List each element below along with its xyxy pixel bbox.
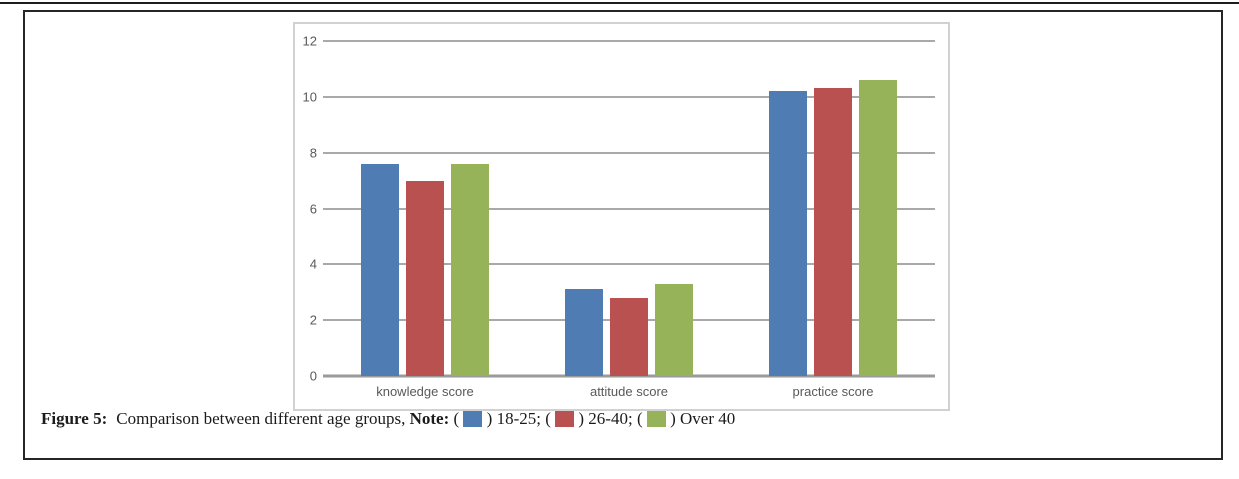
x-axis-label-practice-score: practice score [792,384,874,399]
y-tick-label-10: 10 [302,89,317,105]
bar-18-25-knowledge-score [361,163,399,376]
legend-item-over-40: ( ) Over 40 [636,409,736,428]
x-axis-line [323,374,935,378]
bar-18-25-practice-score [769,91,807,376]
legend-swatch-18-25 [463,411,483,427]
legend-item-26-40: ( ) 26-40; [545,409,637,428]
gridline-10 [323,95,935,98]
gridline-6 [323,207,935,210]
caption-description: Comparison between different age groups, [116,409,406,428]
bar-26-40-knowledge-score [406,180,444,376]
bar-over-40-practice-score [859,80,897,376]
bar-18-25-attitude-score [565,289,603,376]
legend-item-18-25: ( ) 18-25; [453,409,546,428]
legend-swatch-over-40 [646,411,666,427]
bar-over-40-attitude-score [655,283,693,376]
caption-legend: ( ) 18-25; ( ) 26-40; ( ) Over 40 [454,409,736,428]
bar-groups [323,41,935,376]
x-axis-label-knowledge-score: knowledge score [376,384,474,399]
gridline-8 [323,151,935,154]
chart-panel: 12 10 8 6 4 2 0 knowledge score attitude score p… [293,22,950,411]
figure-number-label: Figure 5: [41,409,108,428]
bar-26-40-attitude-score [610,297,648,376]
y-tick-label-2: 2 [309,312,317,328]
bar-group-knowledge-score [323,41,527,376]
y-tick-label-6: 6 [309,201,317,216]
bar-chart-plot-area [323,40,935,378]
page-top-rule [0,2,1239,4]
bar-over-40-knowledge-score [451,163,489,376]
figure-caption: Figure 5: Comparison between different ag… [41,409,1161,429]
y-axis: 12 10 8 6 4 2 0 [297,35,319,383]
gridline-4 [323,263,935,266]
y-tick-label-12: 12 [302,33,317,49]
legend-swatch-26-40 [555,411,575,427]
bar-26-40-practice-score [814,88,852,376]
bar-group-practice-score [731,41,935,376]
x-axis-labels: knowledge score attitude score practice sc… [323,384,935,399]
bar-group-attitude-score [527,41,731,376]
note-label: Note: [409,409,450,428]
y-tick-label-0: 0 [309,368,317,384]
x-axis-label-attitude-score: attitude score [589,384,669,399]
y-tick-label-4: 4 [309,256,317,272]
gridline-12 [323,40,935,42]
y-tick-label-8: 8 [309,145,317,161]
